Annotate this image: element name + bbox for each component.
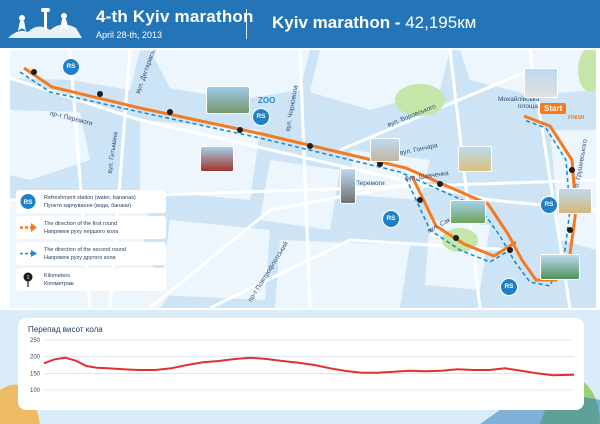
legend-kilometers-uk: Кілометраж bbox=[44, 281, 74, 287]
rs-badge: RS bbox=[382, 210, 400, 228]
header: 4-th Kyiv marathon April 28-th, 2013 Kyi… bbox=[0, 0, 600, 48]
elevation-chart: 100 150 200 250 bbox=[30, 338, 575, 394]
landmark-photo bbox=[540, 254, 580, 280]
rs-badge: RS bbox=[252, 108, 270, 126]
second-round-loop bbox=[405, 177, 511, 263]
finish-label: FINISH bbox=[568, 115, 585, 121]
landmark-photo bbox=[340, 168, 356, 204]
landmark-photo bbox=[558, 188, 592, 214]
legend-refreshment: RS Refreshment station (water, bananas) … bbox=[16, 190, 166, 213]
landmark-photo bbox=[450, 200, 486, 224]
rs-badge: RS bbox=[62, 58, 80, 76]
first-round-route bbox=[23, 66, 578, 282]
landmark-photo bbox=[370, 138, 400, 162]
second-round-route bbox=[19, 71, 571, 287]
map-legend: RS Refreshment station (water, bananas) … bbox=[16, 190, 166, 294]
legend-second-round-uk: Напрямок руху другого кола bbox=[44, 255, 116, 261]
marathon-date: April 28-th, 2013 bbox=[96, 30, 163, 40]
landmark-photo bbox=[206, 86, 250, 114]
landmark-photo bbox=[524, 68, 558, 98]
start-label: Start bbox=[540, 103, 567, 114]
rs-badge: RS bbox=[500, 278, 518, 296]
header-divider bbox=[246, 9, 247, 39]
orange-arrow-icon bbox=[20, 223, 37, 232]
legend-first-round-en: The direction of the first round bbox=[44, 221, 118, 227]
legend-second-round: The direction of the second round Напрям… bbox=[16, 242, 166, 265]
y-tick-label: 250 bbox=[30, 338, 41, 344]
place-peremohy-square: Перемоги bbox=[355, 180, 385, 187]
legend-second-round-en: The direction of the second round bbox=[44, 247, 126, 253]
legend-refreshment-en: Refreshment station (water, bananas) bbox=[44, 195, 136, 201]
marathon-logo bbox=[8, 8, 82, 38]
route-title: Kyiv marathon - 42,195км bbox=[272, 13, 476, 33]
zoo-label: ZOO bbox=[258, 96, 276, 105]
elevation-line bbox=[43, 356, 575, 377]
svg-text:1: 1 bbox=[27, 275, 30, 281]
y-tick-label: 150 bbox=[30, 371, 41, 377]
km-pin-icon: 1 bbox=[23, 272, 33, 287]
landmark-photo bbox=[200, 146, 234, 172]
legend-kilometers-en: Kilometers bbox=[44, 273, 70, 279]
blue-arrow-icon bbox=[20, 250, 37, 257]
elevation-panel: 100 150 200 250 bbox=[18, 318, 584, 410]
svg-text:RS: RS bbox=[23, 199, 33, 206]
legend-first-round-uk: Напрямок руху першого кола bbox=[44, 229, 119, 235]
landmark-photo bbox=[458, 146, 492, 172]
elevation-ticks: 100 150 200 250 bbox=[30, 338, 41, 394]
route-title-text: Kyiv marathon - bbox=[272, 13, 406, 32]
legend-kilometers: 1 Kilometers Кілометраж bbox=[16, 268, 166, 291]
y-tick-label: 100 bbox=[30, 388, 41, 394]
legend-first-round: The direction of the first round Напрямо… bbox=[16, 216, 166, 239]
marathon-title: 4-th Kyiv marathon bbox=[96, 7, 254, 26]
elevation-title: Перепад висот кола bbox=[28, 325, 103, 334]
legend-refreshment-uk: Пункти харчування (вода, банани) bbox=[44, 203, 132, 209]
elevation-grid bbox=[44, 339, 574, 391]
rs-icon: RS bbox=[19, 193, 37, 210]
route-distance: 42,195км bbox=[405, 13, 477, 32]
rs-badge: RS bbox=[540, 196, 558, 214]
first-round-loop bbox=[410, 175, 517, 258]
y-tick-label: 200 bbox=[30, 355, 41, 361]
place-mykhailivska: Михайлівська площа bbox=[498, 96, 540, 110]
